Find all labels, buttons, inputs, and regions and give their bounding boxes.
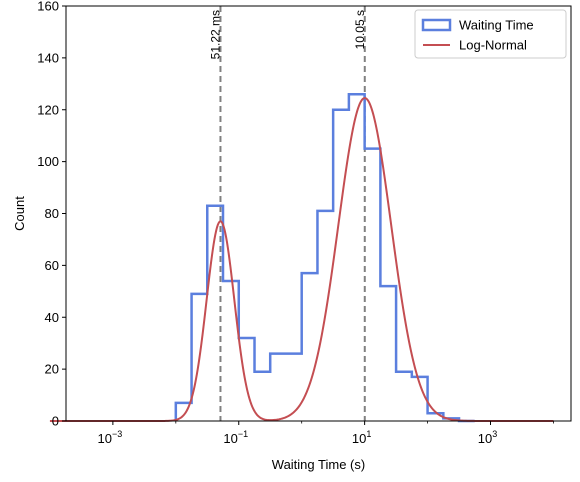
y-tick-label-5: 100 [37, 154, 59, 169]
y-tick-label-3: 60 [45, 258, 59, 273]
y-tick-label-8: 160 [37, 0, 59, 14]
legend-box [414, 9, 567, 59]
histogram-bars [174, 92, 475, 423]
y-tick-label-4: 80 [45, 206, 59, 221]
y-tick-label-1: 20 [45, 362, 59, 377]
vline-label-1: 10.05 s [353, 10, 367, 49]
legend-label-0: Waiting Time [459, 18, 534, 33]
x-axis-label: Waiting Time (s) [272, 457, 365, 472]
y-tick-label-2: 40 [45, 310, 59, 325]
legend-swatch-0 [421, 18, 452, 32]
y-axis-label: Count [12, 196, 27, 231]
vline-label-0: 51.22 ms [208, 10, 222, 59]
y-tick-label-6: 120 [37, 102, 59, 117]
y-tick-label-0: 0 [52, 414, 59, 429]
legend-label-1: Log-Normal [459, 38, 527, 53]
y-tick-label-7: 140 [37, 50, 59, 65]
